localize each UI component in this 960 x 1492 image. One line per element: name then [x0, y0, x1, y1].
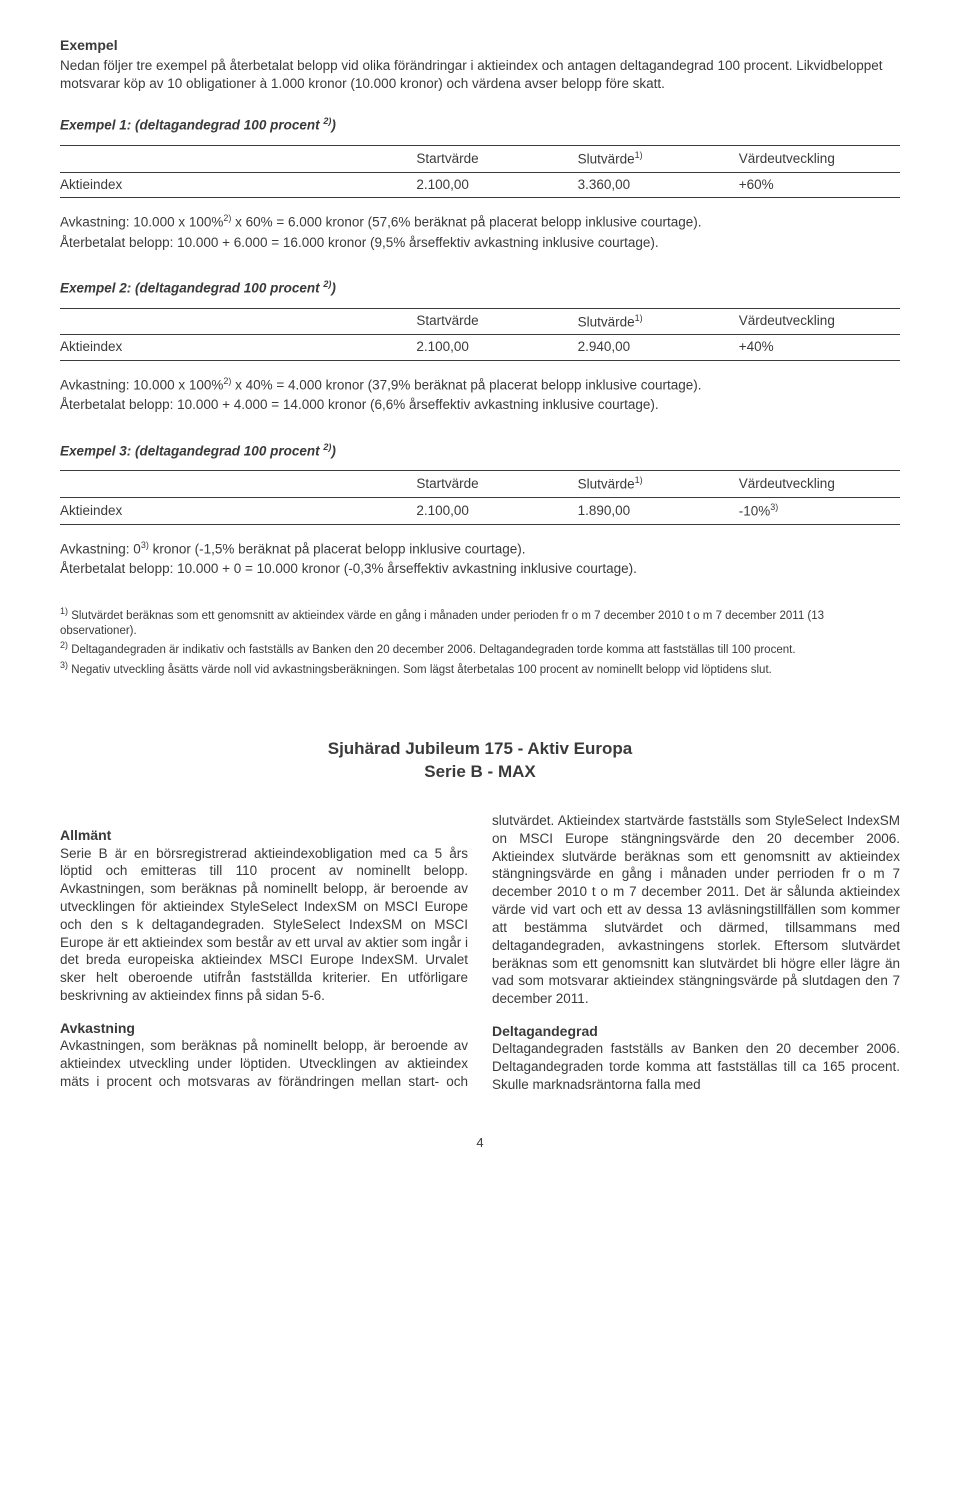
ex1-calc1: Avkastning: 10.000 x 100%2) x 60% = 6.00… [60, 212, 900, 232]
example-2: Exempel 2: (deltagandegrad 100 procent 2… [60, 278, 900, 415]
ex3-end: 1.890,00 [578, 497, 739, 524]
col-dev: Värdeutveckling [739, 146, 900, 173]
ex1-heading-text: Exempel 1: (deltagandegrad 100 procent [60, 118, 323, 133]
table-row: Aktieindex 2.100,00 2.940,00 +40% [60, 335, 900, 360]
example-3-table: Startvärde Slutvärde1) Värdeutveckling A… [60, 470, 900, 524]
footnote-3: 3) Negativ utveckling åsätts värde noll … [60, 659, 900, 678]
example-1-heading: Exempel 1: (deltagandegrad 100 procent 2… [60, 115, 900, 135]
ex1-heading-close: ) [331, 118, 336, 133]
col-end: Slutvärde1) [578, 146, 739, 173]
ex3-calc2: Återbetalat belopp: 10.000 + 0 = 10.000 … [60, 560, 900, 578]
ex1-start: 2.100,00 [416, 172, 577, 197]
ex2-start: 2.100,00 [416, 335, 577, 360]
ex2-calc2: Återbetalat belopp: 10.000 + 4.000 = 14.… [60, 396, 900, 414]
ex2-dev: +40% [739, 335, 900, 360]
example-2-table: Startvärde Slutvärde1) Värdeutveckling A… [60, 308, 900, 361]
ex3-calc1: Avkastning: 03) kronor (-1,5% beräknat p… [60, 539, 900, 559]
example-2-heading: Exempel 2: (deltagandegrad 100 procent 2… [60, 278, 900, 298]
ex1-calc2: Återbetalat belopp: 10.000 + 6.000 = 16.… [60, 234, 900, 252]
deltagandegrad-heading: Deltagandegrad [492, 1022, 900, 1040]
example-3-heading: Exempel 3: (deltagandegrad 100 procent 2… [60, 441, 900, 461]
example-1-table: Startvärde Slutvärde1) Värdeutveckling A… [60, 145, 900, 198]
table-row: Aktieindex 2.100,00 1.890,00 -10%3) [60, 497, 900, 524]
ex2-calc1: Avkastning: 10.000 x 100%2) x 40% = 4.00… [60, 375, 900, 395]
ex3-start: 2.100,00 [416, 497, 577, 524]
page-number: 4 [60, 1134, 900, 1152]
allmant-text: Serie B är en börsregistrerad aktieindex… [60, 845, 468, 1005]
footnote-1: 1) Slutvärdet beräknas som ett genomsnit… [60, 605, 900, 640]
example-3: Exempel 3: (deltagandegrad 100 procent 2… [60, 441, 900, 579]
example-title: Exempel [60, 36, 900, 55]
table-header-row: Startvärde Slutvärde1) Värdeutveckling [60, 146, 900, 173]
table-header-row: Startvärde Slutvärde1) Värdeutveckling [60, 471, 900, 498]
ex3-dev: -10%3) [739, 497, 900, 524]
footnotes: 1) Slutvärdet beräknas som ett genomsnit… [60, 605, 900, 679]
col-start: Startvärde [416, 146, 577, 173]
footnote-2: 2) Deltagandegraden är indikativ och fas… [60, 639, 900, 658]
ex1-end: 3.360,00 [578, 172, 739, 197]
ex2-end: 2.940,00 [578, 335, 739, 360]
body-columns: Allmänt Serie B är en börsregistrerad ak… [60, 812, 900, 1094]
row-label: Aktieindex [60, 172, 416, 197]
avkastning-heading: Avkastning [60, 1019, 468, 1037]
table-header-row: Startvärde Slutvärde1) Värdeutveckling [60, 308, 900, 335]
intro-text: Nedan följer tre exempel på återbetalat … [60, 57, 900, 93]
deltagandegrad-text: Deltagandegraden fastställs av Banken de… [492, 1040, 900, 1093]
allmant-heading: Allmänt [60, 826, 468, 844]
ex1-dev: +60% [739, 172, 900, 197]
example-1: Exempel 1: (deltagandegrad 100 procent 2… [60, 115, 900, 252]
table-row: Aktieindex 2.100,00 3.360,00 +60% [60, 172, 900, 197]
section-title: Sjuhärad Jubileum 175 - Aktiv Europa Ser… [60, 738, 900, 784]
